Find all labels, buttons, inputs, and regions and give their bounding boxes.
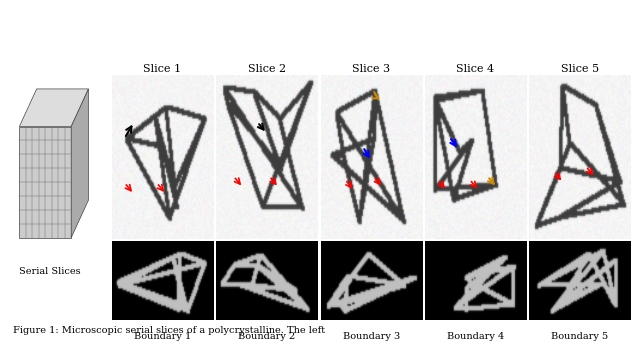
Title: Slice 1: Slice 1 [143, 64, 182, 75]
Text: Boundary 1: Boundary 1 [134, 332, 191, 341]
Title: Slice 5: Slice 5 [561, 64, 599, 75]
Title: Slice 2: Slice 2 [248, 64, 286, 75]
Text: Boundary 3: Boundary 3 [342, 332, 400, 341]
Text: Boundary 4: Boundary 4 [447, 332, 504, 341]
Text: Serial Slices: Serial Slices [19, 267, 81, 276]
Text: Boundary 5: Boundary 5 [551, 332, 609, 341]
Text: Figure 1: Microscopic serial slices of a polycrystalline. The left: Figure 1: Microscopic serial slices of a… [13, 326, 325, 335]
Text: Boundary 2: Boundary 2 [238, 332, 296, 341]
Polygon shape [19, 127, 71, 238]
Title: Slice 4: Slice 4 [456, 64, 495, 75]
Polygon shape [71, 89, 88, 238]
Polygon shape [19, 89, 88, 127]
Title: Slice 3: Slice 3 [352, 64, 390, 75]
